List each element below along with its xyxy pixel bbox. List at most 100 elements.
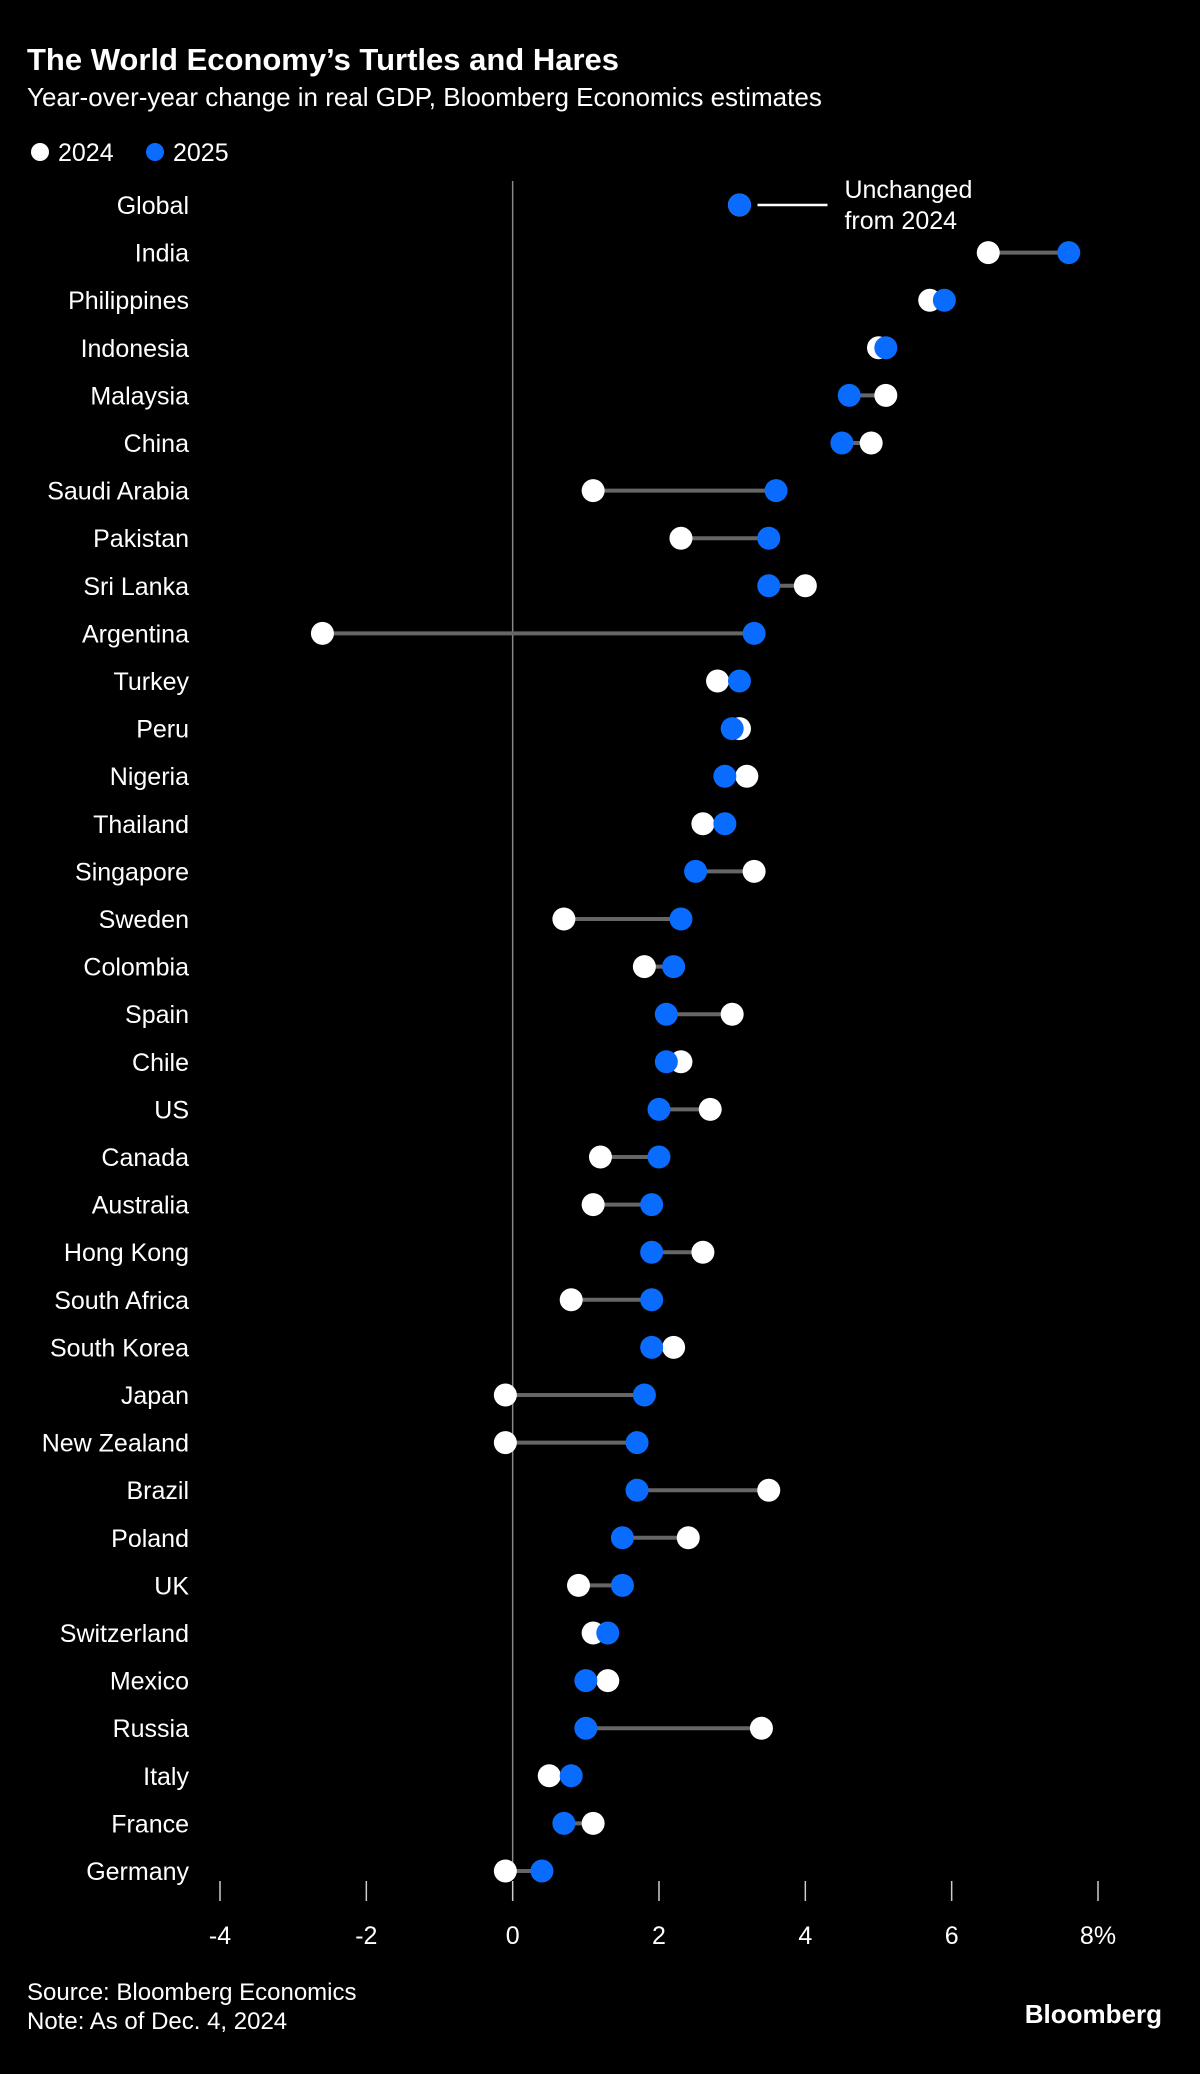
category-label: Nigeria [110,763,189,791]
legend: 2024 2025 [31,139,229,167]
point-2025 [764,479,788,503]
row-germany: Germany [86,1858,554,1886]
point-2024 [662,1335,686,1359]
point-2024 [581,1193,605,1217]
category-label: Germany [86,1858,189,1886]
row-indonesia: Indonesia [81,335,898,363]
bloomberg-logo: Bloomberg [1025,1999,1162,2029]
point-2025 [713,764,737,788]
row-russia: Russia [113,1715,773,1743]
row-uk: UK [154,1572,634,1600]
point-2025 [632,1383,656,1407]
category-label: Colombia [83,954,189,982]
row-poland: Poland [111,1525,700,1553]
row-spain: Spain [125,1001,744,1029]
point-2024 [793,574,817,598]
row-italy: Italy [143,1763,583,1791]
row-canada: Canada [101,1144,671,1172]
row-china: China [124,430,883,458]
point-2025 [654,1050,678,1074]
category-label: Spain [125,1001,189,1029]
point-2024 [581,479,605,503]
category-label: Chile [132,1049,189,1077]
row-switzerland: Switzerland [60,1620,620,1648]
point-2025 [530,1859,554,1883]
x-tick-label: 6 [945,1922,959,1950]
point-2024 [742,859,766,883]
x-tick-label: 0 [506,1922,520,1950]
category-label: Singapore [75,858,189,886]
category-label: Canada [101,1144,189,1172]
point-2024 [706,669,730,693]
row-india: India [135,240,1081,268]
category-label: France [111,1810,189,1838]
row-saudi-arabia: Saudi Arabia [47,478,788,506]
row-colombia: Colombia [83,954,686,982]
point-2024 [698,1097,722,1121]
annotation: Unchanged from 2024 [757,176,972,235]
category-label: Hong Kong [64,1239,189,1267]
point-2025 [574,1716,598,1740]
point-2025 [837,383,861,407]
row-hong-kong: Hong Kong [64,1239,715,1267]
category-label: US [154,1096,189,1124]
point-2025 [640,1335,664,1359]
point-2024 [720,1002,744,1026]
point-2025 [1057,241,1081,265]
point-2024 [859,431,883,455]
row-philippines: Philippines [68,287,956,315]
point-2025 [720,717,744,741]
point-2025 [742,621,766,645]
point-2025 [932,288,956,312]
row-france: France [111,1810,605,1838]
row-pakistan: Pakistan [93,525,781,553]
legend-marker-2024 [31,143,49,161]
point-2025 [684,859,708,883]
category-label: India [135,240,189,268]
category-label: Brazil [126,1477,189,1505]
category-label: Argentina [82,620,189,648]
point-2025 [757,526,781,550]
point-2024 [588,1145,612,1169]
row-south-africa: South Africa [54,1287,664,1315]
legend-marker-2025 [146,143,164,161]
category-label: Indonesia [81,335,190,363]
category-label: Peru [136,716,189,744]
row-peru: Peru [136,716,751,744]
point-2025 [640,1193,664,1217]
category-label: Pakistan [93,525,189,553]
row-thailand: Thailand [93,811,737,839]
legend-label-2025: 2025 [173,139,229,167]
point-2024 [537,1764,561,1788]
point-2025 [727,669,751,693]
point-2025 [727,193,751,217]
point-2025 [757,574,781,598]
category-label: China [124,430,189,458]
point-2025 [713,812,737,836]
point-2024 [567,1573,591,1597]
point-2024 [310,621,334,645]
row-brazil: Brazil [126,1477,781,1505]
row-malaysia: Malaysia [90,382,898,410]
x-tick-label: 8% [1080,1922,1116,1950]
row-sweden: Sweden [99,906,693,934]
date-note: Note: As of Dec. 4, 2024 [27,2008,287,2035]
row-south-korea: South Korea [50,1334,686,1362]
row-australia: Australia [92,1192,664,1220]
point-2024 [493,1431,517,1455]
point-2025 [647,1145,671,1169]
point-2025 [874,336,898,360]
source-note: Source: Bloomberg Economics [27,1979,356,2006]
x-tick-label: -4 [209,1922,231,1950]
annotation-text-line-1: Unchanged [844,176,972,204]
point-2025 [610,1526,634,1550]
point-2024 [874,383,898,407]
row-turkey: Turkey [114,668,751,696]
point-2024 [691,1240,715,1264]
point-2024 [976,241,1000,265]
point-2025 [662,955,686,979]
plot-area: Global India Philippines Indonesia Malaysia C… [42,181,1081,1886]
point-2024 [552,907,576,931]
category-label: New Zealand [42,1430,189,1458]
point-2025 [610,1573,634,1597]
